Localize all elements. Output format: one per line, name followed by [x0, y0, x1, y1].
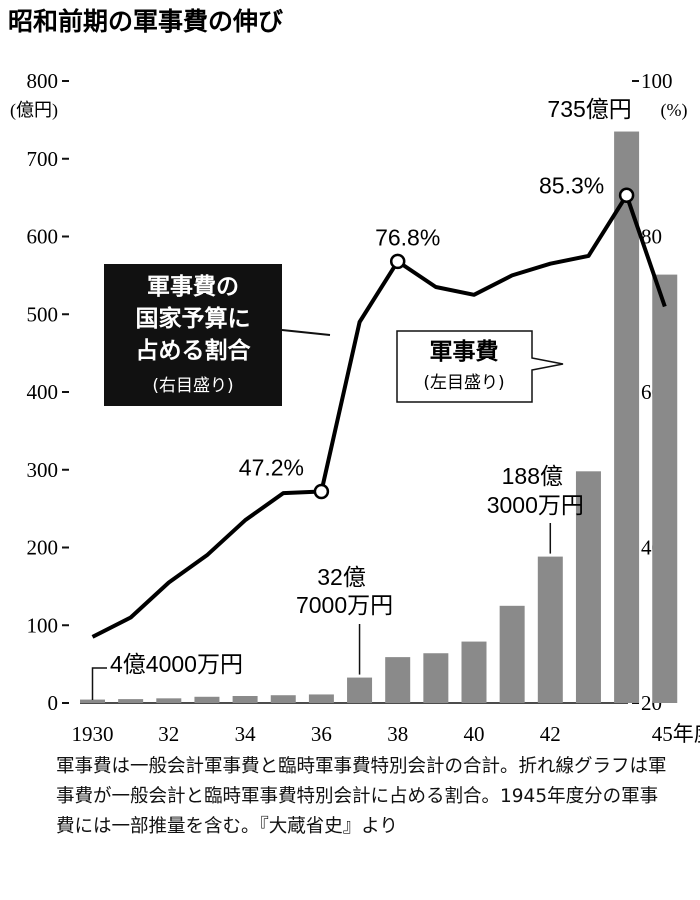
- bar-1936: [308, 694, 334, 703]
- right-tick-label: 100: [641, 69, 673, 93]
- leader-1930: [91, 667, 107, 700]
- data-label-1942-line1: 188億: [502, 463, 563, 489]
- left-axis-unit: (億円): [10, 100, 58, 121]
- footnote: 軍事費は一般会計軍事費と臨時軍事費特別会計の合計。折れ線グラフは軍事費が一般会計…: [56, 756, 667, 837]
- bar-1933: [194, 696, 220, 703]
- line-marker-1936: [313, 483, 330, 500]
- left-tick-label: 600: [27, 225, 59, 249]
- bar-1931: [118, 699, 144, 703]
- bar-legend-sub: (左目盛り): [423, 373, 504, 393]
- x-tick-label: 36: [311, 722, 332, 746]
- bar-1930: [80, 699, 105, 703]
- bar-1939: [423, 653, 449, 703]
- left-tick-label: 200: [27, 536, 59, 560]
- bar-1942: [537, 556, 563, 703]
- bar-1932: [156, 698, 182, 703]
- left-tick-label: 400: [27, 380, 59, 404]
- x-tick-label: 1930: [72, 722, 114, 746]
- bar-1944: [614, 131, 640, 704]
- bar-legend-box: [396, 330, 564, 403]
- bar-1943: [575, 471, 601, 703]
- data-label-1937-line1: 32億: [317, 564, 366, 590]
- data-label-1944: 735億円: [547, 96, 631, 122]
- bar-1945: [652, 274, 678, 703]
- x-tick-label: 34: [235, 722, 257, 746]
- data-label-1942-line2: 3000万円: [487, 492, 584, 518]
- x-tick-label: 38: [387, 722, 408, 746]
- line-marker-1938: [389, 253, 406, 270]
- share-line: [91, 193, 667, 639]
- line-legend-text: 軍事費の: [147, 274, 239, 300]
- left-tick-label: 500: [27, 302, 59, 326]
- x-tick-label: 42: [540, 722, 561, 746]
- pct-label-1944: 85.3%: [539, 172, 604, 198]
- left-tick-label: 100: [27, 613, 59, 637]
- bar-1941: [499, 605, 525, 703]
- right-axis-unit: (%): [661, 100, 688, 121]
- data-label-1937-line2: 7000万円: [296, 592, 393, 618]
- left-tick-label: 800: [27, 69, 59, 93]
- bar-1940: [461, 641, 487, 703]
- bar-1938: [385, 657, 411, 703]
- line-legend-text: 国家予算に: [136, 305, 251, 332]
- left-tick-label: 0: [48, 691, 59, 715]
- data-label-1930: 4億4000万円: [110, 651, 243, 677]
- line-marker-1944: [618, 187, 635, 204]
- left-tick-label: 700: [27, 147, 59, 171]
- x-tick-label: 32: [158, 722, 179, 746]
- x-tick-label: 40: [464, 722, 485, 746]
- x-tick-label: 45年度: [652, 722, 700, 746]
- line-legend-pointer: [281, 329, 331, 336]
- line-legend-sub: (右目盛り): [152, 376, 233, 396]
- line-legend-text: 占める割合: [136, 337, 252, 364]
- left-tick-label: 300: [27, 458, 59, 482]
- bar-1935: [270, 695, 296, 703]
- bar-legend-text: 軍事費: [430, 339, 499, 365]
- pct-label-1938: 76.8%: [375, 224, 440, 250]
- chart-title: 昭和前期の軍事費の伸び: [8, 7, 283, 36]
- pct-label-1936: 47.2%: [239, 455, 304, 481]
- right-tick-label: 80: [641, 225, 662, 249]
- bar-1937: [347, 677, 373, 703]
- line-legend-box: [104, 264, 282, 406]
- bar-1934: [232, 696, 258, 703]
